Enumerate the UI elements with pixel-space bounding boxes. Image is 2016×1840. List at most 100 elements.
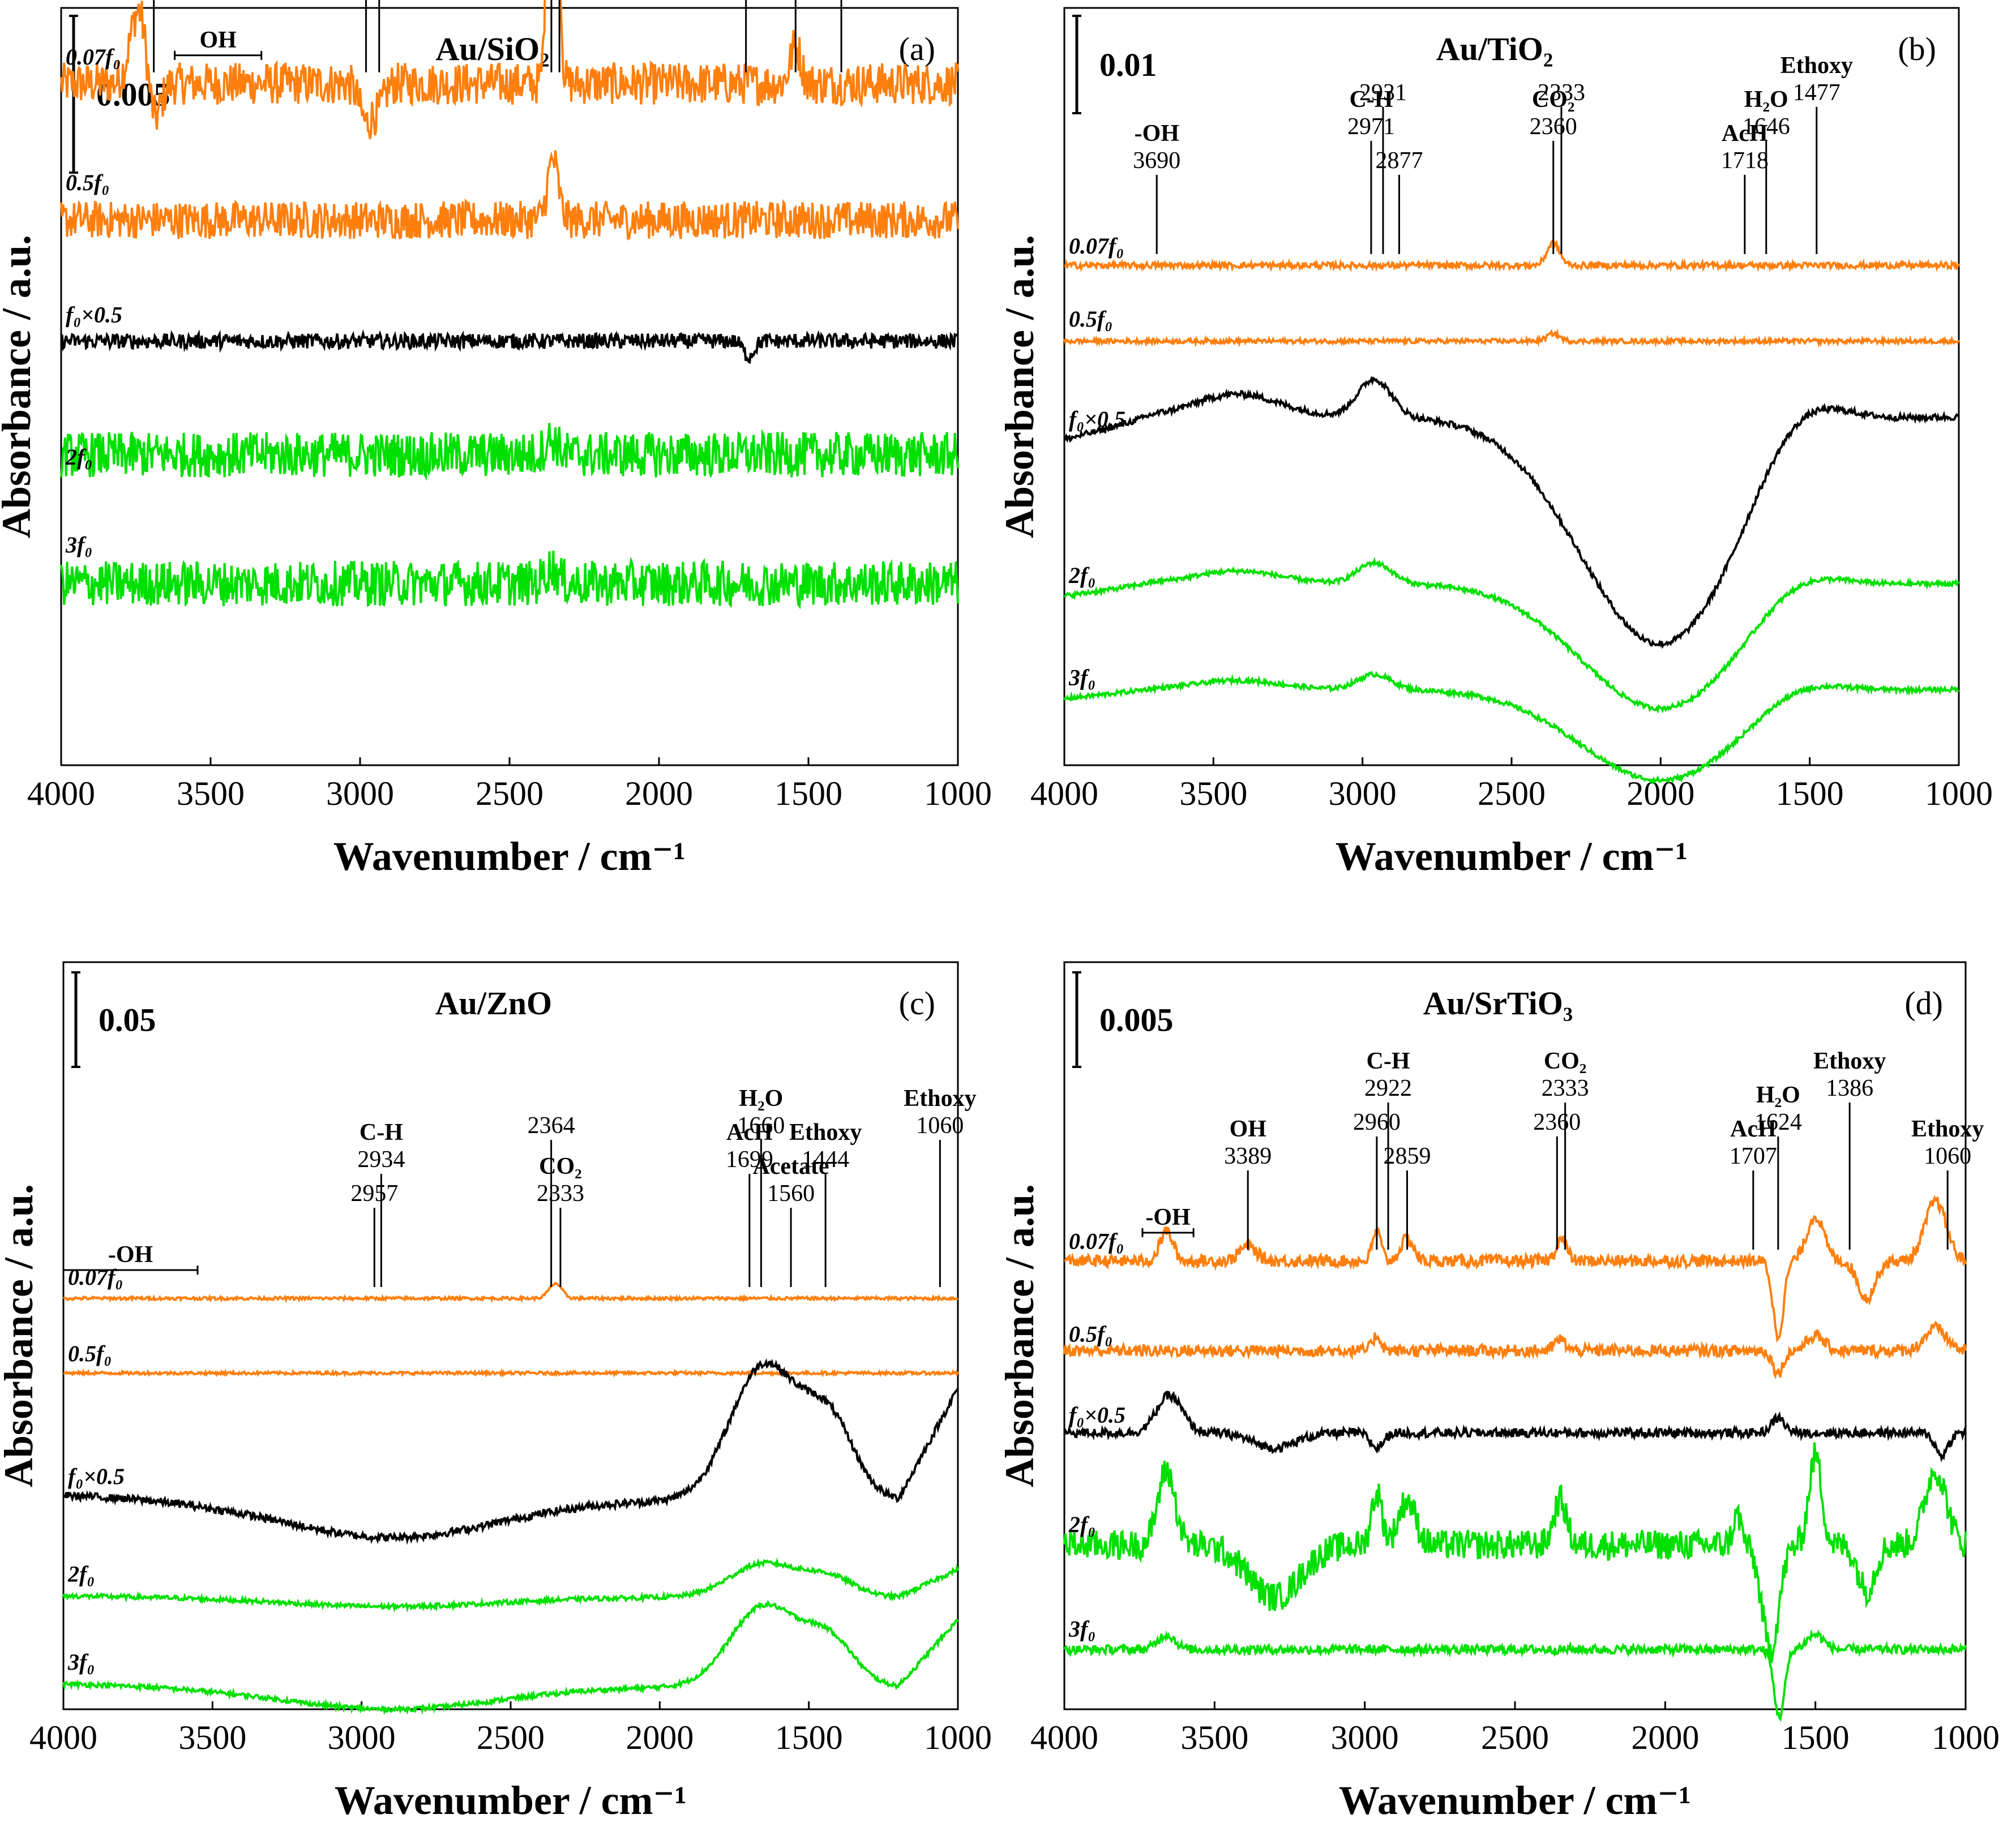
annotation-value: 1699: [726, 1147, 773, 1173]
series-line-f-0-5: [63, 1358, 959, 1545]
x-tick-label: 2000: [1631, 1719, 1699, 1756]
x-tick-label: 1000: [924, 775, 992, 812]
panel-letter: (c): [899, 985, 935, 1022]
x-tick-label: 3500: [1180, 1719, 1248, 1756]
annotation-value: 2877: [1375, 148, 1423, 174]
annotation-name: Ethoxy: [1911, 1116, 1984, 1142]
x-tick-label: 4000: [29, 1719, 97, 1756]
panel-title: Au/TiO₂: [1436, 31, 1553, 67]
series-line-0-5f: [1063, 1320, 1967, 1380]
scale-bar-label: 0.05: [99, 1002, 156, 1039]
series-line-0-07f: [1064, 238, 1960, 273]
panel-title: Au/SrTiO₃: [1423, 985, 1573, 1022]
annotation-value: 1386: [1826, 1075, 1873, 1101]
series-label: 2f₀: [1068, 563, 1095, 588]
annotation-name: -OH: [1135, 121, 1179, 147]
annotation-value: 2360: [1530, 114, 1577, 140]
plot-frame: [60, 7, 959, 766]
range-label: OH: [200, 27, 237, 53]
range-label: -OH: [1145, 1204, 1190, 1230]
series-label: f₀×0.5: [68, 1464, 125, 1489]
series-label: 2f₀: [67, 1561, 95, 1586]
annotation-name: H₂O: [1756, 1082, 1800, 1108]
x-tick-label: 1000: [924, 1719, 992, 1756]
series-line-f-0-5: [60, 329, 959, 364]
x-tick-label: 1500: [1776, 775, 1844, 812]
x-tick-label: 3000: [1331, 1719, 1399, 1756]
annotation-name: Ethoxy: [1780, 53, 1853, 79]
series-line-0-5f: [1063, 328, 1960, 348]
series-line-0-07f: [1064, 1194, 1967, 1343]
x-tick-label: 2500: [1478, 775, 1546, 812]
x-tick-label: 2500: [477, 1719, 545, 1756]
series-label: 0.07f₀: [1069, 233, 1124, 259]
x-tick-label: 3000: [328, 1719, 396, 1756]
series-label: 0.07f₀: [1069, 1229, 1124, 1254]
y-axis-title: Absorbance / a.u.: [997, 235, 1042, 538]
y-axis-title: Absorbance / a.u.: [997, 1184, 1042, 1487]
annotation-name: Ethoxy: [904, 1086, 976, 1112]
x-tick-label: 1500: [1782, 1719, 1850, 1756]
x-tick-label: 2500: [476, 775, 543, 812]
series-label: 0.5f₀: [1069, 1322, 1112, 1347]
y-axis-title: Absorbance / a.u.: [0, 235, 39, 538]
series-label: 3f₀: [1068, 1616, 1095, 1642]
plot-frame: [1063, 7, 1960, 766]
series-label: f₀×0.5: [1069, 406, 1125, 432]
annotation-name: C-H: [1367, 1048, 1410, 1074]
x-tick-label: 4000: [1030, 1719, 1098, 1756]
annotation-name: AcH: [1722, 121, 1768, 147]
series-line-2f: [1063, 1442, 1967, 1663]
annotation-value: 2859: [1383, 1143, 1431, 1169]
x-tick-label: 4000: [27, 775, 95, 812]
annotation-name: AcH: [726, 1120, 773, 1146]
annotation-value: 2971: [1347, 114, 1395, 140]
annotation-value: 2360: [1533, 1109, 1581, 1135]
annotation-value: 2931: [1359, 80, 1407, 106]
series-label: 0.5f₀: [1069, 306, 1112, 332]
annotation-value: 1444: [802, 1147, 849, 1173]
x-tick-label: 1500: [775, 1719, 843, 1756]
annotation-name: CO₂: [1532, 87, 1575, 113]
series-line-0-07f: [60, 0, 959, 139]
series-label: 2f₀: [1068, 1512, 1095, 1537]
annotation-name: Acetate: [752, 1153, 829, 1180]
annotation-value: 1707: [1730, 1143, 1777, 1169]
series-line-0-5f: [63, 1368, 959, 1378]
annotation-value: 2934: [357, 1147, 405, 1173]
annotation-value: 2333: [537, 1181, 584, 1207]
annotation-name: Ethoxy: [789, 1120, 862, 1146]
annotation-name: CO₂: [539, 1153, 582, 1180]
plot-frame: [1063, 961, 1967, 1710]
annotation-value: 1646: [1743, 114, 1790, 140]
series-line-3f: [1063, 1629, 1967, 1722]
annotation-value: 1060: [1924, 1143, 1971, 1169]
x-tick-label: 2500: [1481, 1719, 1549, 1756]
x-axis-title: Wavenumber / cm⁻¹: [335, 1778, 687, 1823]
panel-c: 4000 3500 3000 2500 2000 1500 1000 Wavenumber /…: [0, 961, 992, 1823]
annotation-value: 1624: [1754, 1109, 1802, 1135]
series-label: f₀×0.5: [66, 302, 122, 327]
annotation-name: AcH: [1730, 1116, 1777, 1142]
series-label: 0.5f₀: [68, 1341, 112, 1366]
annotation-value: 2364: [528, 1113, 575, 1139]
panel-d: 4000 3500 3000 2500 2000 1500 1000 Wavenumber /…: [997, 961, 2000, 1823]
annotation-value: 2957: [350, 1181, 398, 1207]
annotation-value: 1477: [1793, 80, 1840, 106]
x-tick-label: 3500: [1179, 775, 1247, 812]
series-label: 3f₀: [1068, 665, 1095, 690]
annotation-name: Ethoxy: [1813, 1048, 1886, 1074]
panel-a: 4000 3500 3000 2500 2000 1500 1000 Wavenumber /…: [0, 0, 992, 879]
range-label: -OH: [108, 1242, 153, 1268]
series-label: 2f₀: [65, 444, 92, 470]
annotation-name: OH: [1230, 1116, 1266, 1142]
annotation-value: 3690: [1133, 148, 1180, 174]
annotation-value: 1560: [767, 1181, 815, 1207]
panel-title: Au/SiO₂: [435, 31, 549, 67]
series-line-3f: [62, 1599, 959, 1715]
series-label: 3f₀: [67, 1649, 95, 1675]
panel-letter: (b): [1898, 31, 1936, 67]
series-label: 3f₀: [65, 532, 92, 557]
